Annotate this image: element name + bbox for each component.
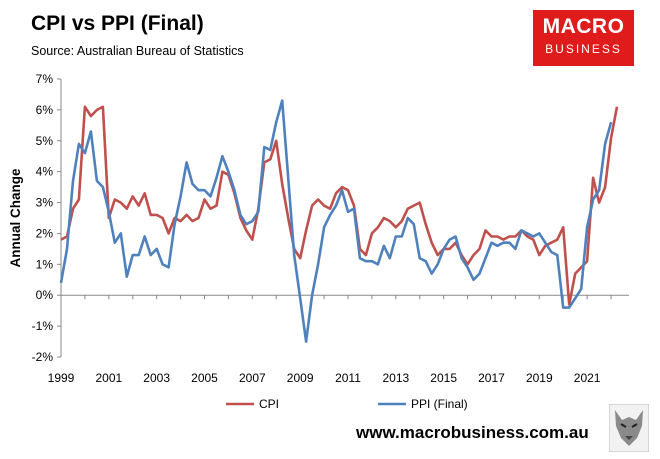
chart-source: Source: Australian Bureau of Statistics — [31, 44, 244, 58]
macrobusiness-logo[interactable]: MACRO BUSINESS — [533, 10, 634, 66]
x-tick-label: 2017 — [478, 371, 505, 385]
legend-label-cpi: CPI — [259, 397, 279, 411]
y-tick-label: -1% — [32, 319, 54, 333]
x-tick-label: 2007 — [239, 371, 266, 385]
y-tick-label: -2% — [32, 350, 54, 364]
y-tick-label: 3% — [36, 196, 54, 210]
y-tick-label: 0% — [36, 288, 54, 302]
x-tick-label: 2019 — [526, 371, 553, 385]
wolf-icon — [609, 404, 649, 452]
x-tick-label: 2015 — [430, 371, 457, 385]
chart-title: CPI vs PPI (Final) — [31, 12, 204, 35]
x-tick-label: 2003 — [143, 371, 170, 385]
x-tick-label: 2021 — [574, 371, 601, 385]
series-line-cpi — [60, 105, 619, 306]
y-tick-label: 2% — [36, 226, 54, 240]
y-tick-label: 7% — [36, 72, 54, 86]
x-tick-label: 2001 — [95, 371, 122, 385]
x-tick-label: 2013 — [382, 371, 409, 385]
series-line-ppi — [59, 99, 613, 343]
x-tick-label: 2011 — [335, 371, 361, 385]
x-tick-label: 1999 — [48, 371, 75, 385]
y-axis-label: Annual Change — [8, 168, 23, 267]
footer-url[interactable]: www.macrobusiness.com.au — [356, 423, 589, 442]
x-tick-label: 2009 — [287, 371, 314, 385]
legend-label-ppi: PPI (Final) — [411, 397, 468, 411]
y-tick-label: 6% — [36, 103, 54, 117]
y-tick-label: 4% — [36, 165, 54, 179]
x-tick-label: 2005 — [191, 371, 218, 385]
logo-line-2: BUSINESS — [545, 42, 622, 56]
y-tick-label: 1% — [36, 257, 54, 271]
y-tick-label: 5% — [36, 134, 54, 148]
logo-line-1: MACRO — [542, 15, 625, 38]
